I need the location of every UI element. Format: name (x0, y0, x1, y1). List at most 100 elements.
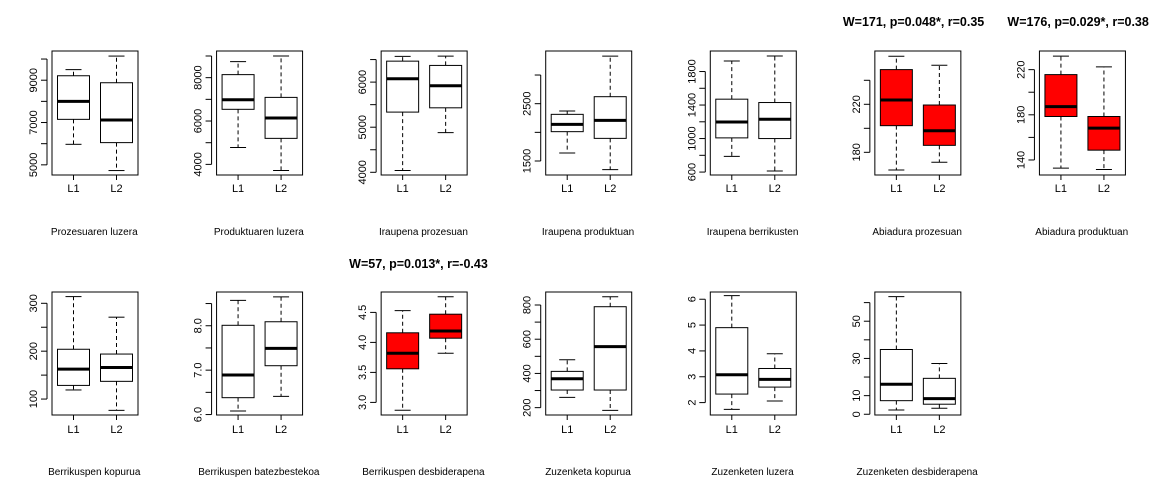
iqr-box (922, 104, 956, 146)
plot-frame (51, 50, 139, 176)
iqr-box (879, 348, 913, 402)
plot-frame (380, 50, 468, 176)
panel-xlabel: Zuzenketa kopurua (545, 467, 631, 478)
group-label-l2: L2 (933, 424, 945, 436)
group-label-l1: L1 (890, 424, 902, 436)
y-tick-label: 1800 (686, 59, 698, 83)
group-label-l2: L2 (604, 424, 616, 436)
panel-xlabel: Zuzenketen luzera (711, 467, 794, 478)
y-tick-label: 180 (1015, 106, 1027, 124)
y-tick-label: 6000 (357, 70, 369, 94)
y-tick-label: 800 (522, 296, 534, 314)
y-tick-label: 600 (522, 330, 534, 348)
iqr-box (264, 321, 298, 367)
plot-frame (380, 291, 468, 416)
significance-title: W=171, p=0.048*, r=0.35 (843, 15, 984, 29)
iqr-box (922, 377, 956, 405)
box-l2 (100, 55, 133, 172)
box-l2 (264, 296, 298, 397)
significance-title: W=57, p=0.013*, r=-0.43 (349, 257, 488, 271)
plot-frame (51, 291, 139, 416)
panel-9: L1 L2 6.0 7.0 8.0 Berrikuspen batezbestekoa (193, 291, 320, 478)
group-label-l1: L1 (232, 424, 244, 436)
y-tick-label: 3.5 (357, 365, 369, 380)
box-l2 (593, 296, 627, 411)
y-tick-label: 1000 (686, 126, 698, 150)
group-label-l2: L2 (110, 424, 122, 436)
y-tick-label: 600 (686, 163, 698, 181)
y-tick-label: 2500 (522, 91, 534, 115)
iqr-box (221, 74, 255, 110)
plot-frame (1038, 50, 1126, 176)
iqr-box (550, 370, 584, 391)
panel-7: L1 L2 140 180 220 Abiadura produktuan W=176, p… (1007, 15, 1148, 238)
panel-xlabel: Prozesuaren luzera (51, 227, 138, 238)
iqr-box (386, 332, 420, 370)
box-l1 (221, 61, 255, 148)
y-tick-label: 6 (686, 296, 698, 302)
plot-frame (874, 291, 962, 416)
panel-8: L1 L2 100 200 300 Berrikuspen kopurua (28, 291, 141, 478)
panel-xlabel: Iraupena produktuan (542, 227, 634, 238)
box-l1 (715, 295, 749, 410)
panel-xlabel: Iraupena berrikusten (707, 227, 799, 238)
panel-xlabel: Berrikuspen batezbestekoa (198, 467, 320, 478)
y-tick-label: 220 (1015, 60, 1027, 78)
y-tick-label: 1400 (686, 93, 698, 117)
iqr-box (593, 306, 627, 391)
box-l1 (57, 69, 90, 145)
iqr-box (593, 96, 627, 139)
box-l1 (879, 296, 913, 411)
box-l1 (221, 299, 255, 412)
box-l1 (550, 110, 584, 154)
y-tick-label: 3 (686, 374, 698, 380)
y-tick-label: 0 (851, 411, 863, 417)
significance-title: W=176, p=0.029*, r=0.38 (1007, 15, 1148, 29)
iqr-box (715, 98, 749, 139)
iqr-box (100, 82, 133, 144)
box-l2 (429, 296, 463, 354)
box-l1 (879, 55, 913, 171)
group-label-l1: L1 (397, 183, 409, 195)
y-tick-label: 8000 (193, 65, 205, 89)
panel-xlabel: Zuzenketen desbiderapena (857, 467, 979, 478)
y-tick-label: 4000 (357, 160, 369, 184)
group-label-l1: L1 (561, 183, 573, 195)
group-label-l1: L1 (232, 183, 244, 195)
plot-frame (709, 50, 797, 176)
y-tick-label: 5 (686, 322, 698, 328)
iqr-box (758, 367, 792, 388)
group-label-l2: L2 (1098, 183, 1110, 195)
y-tick-label: 400 (522, 364, 534, 382)
panel-2: L1 L2 4000 6000 8000 Produktuaren luzera (193, 50, 304, 238)
group-label-l2: L2 (275, 183, 287, 195)
iqr-box (429, 313, 463, 339)
group-label-l1: L1 (67, 424, 79, 436)
y-tick-label: 8.0 (193, 318, 205, 333)
panel-12: L1 L2 2 3 4 5 6 Zuzenketen luzera (686, 291, 797, 478)
box-l1 (386, 55, 420, 171)
group-label-l2: L2 (933, 183, 945, 195)
box-l2 (264, 55, 298, 171)
y-tick-label: 5000 (28, 153, 40, 177)
y-tick-label: 1500 (522, 149, 534, 173)
box-l1 (550, 359, 584, 398)
plot-frame (709, 291, 797, 416)
y-tick-label: 300 (28, 294, 40, 312)
group-label-l2: L2 (275, 424, 287, 436)
box-l2 (922, 362, 956, 409)
box-l1 (386, 310, 420, 411)
panel-13: L1 L2 0 10 30 50 Zuzenketen desbiderapena (851, 291, 979, 478)
iqr-box (1044, 74, 1078, 118)
y-tick-label: 200 (28, 342, 40, 360)
y-tick-label: 10 (851, 390, 863, 402)
y-tick-label: 220 (851, 95, 863, 113)
y-tick-label: 9000 (28, 68, 40, 92)
panel-4: L1 L2 1500 2500 Iraupena produktuan (522, 50, 634, 238)
group-label-l1: L1 (726, 424, 738, 436)
box-l2 (922, 64, 956, 163)
y-tick-label: 5000 (357, 115, 369, 139)
y-tick-label: 50 (851, 315, 863, 327)
iqr-box (221, 324, 255, 399)
